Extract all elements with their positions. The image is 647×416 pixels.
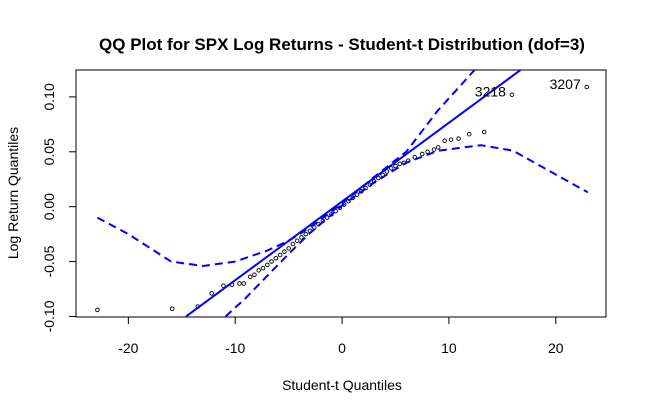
plot-area [95,70,590,317]
chart-title: QQ Plot for SPX Log Returns - Student-t … [99,35,585,54]
data-point [247,274,253,280]
y-tick-label: 0.05 [41,138,57,165]
x-tick-label: -10 [225,340,245,356]
data-point [290,241,296,247]
data-point [282,249,287,254]
point-label: 3218 [475,84,506,100]
data-point [354,192,360,197]
data-point [303,231,308,237]
data-point [273,256,279,261]
data-point [425,149,430,155]
data-point [265,262,270,268]
band-line [224,144,589,317]
data-point [294,238,300,243]
data-point [509,92,515,97]
data-point [376,175,381,181]
data-point [584,84,590,90]
y-tick-label: 0.00 [41,193,57,220]
data-point [241,281,247,286]
x-tick-label: -20 [118,340,138,356]
band-line [96,70,476,267]
data-point [442,138,447,144]
data-point [350,195,356,201]
y-tick-label: -0.10 [41,300,57,332]
data-point [431,147,437,152]
data-point [435,145,441,150]
data-point [169,306,175,312]
y-tick-label: 0.10 [41,83,57,110]
x-tick-label: 20 [548,340,564,356]
data-point [269,259,274,264]
data-point [237,281,242,286]
data-point [277,252,283,258]
data-point [393,163,398,169]
plot-frame [75,69,607,318]
point-label: 3207 [550,76,581,92]
data-point [456,136,461,141]
data-point [260,265,266,271]
data-point [209,291,214,296]
y-tick-label: -0.05 [41,245,57,277]
data-point [466,131,472,137]
x-tick-label: 0 [338,340,346,356]
data-point [299,235,304,240]
data-point [481,129,487,135]
data-point [419,151,425,157]
data-point [252,272,257,277]
data-point [256,268,261,273]
x-tick-label: 10 [441,340,457,356]
x-axis-label: Student-t Quantiles [282,377,402,393]
data-point [384,169,390,174]
data-point [397,161,403,167]
y-axis-label: Log Return Quantiles [5,127,21,259]
data-point [286,246,291,251]
data-point [448,137,454,142]
data-point [95,307,100,313]
data-point [221,283,226,288]
